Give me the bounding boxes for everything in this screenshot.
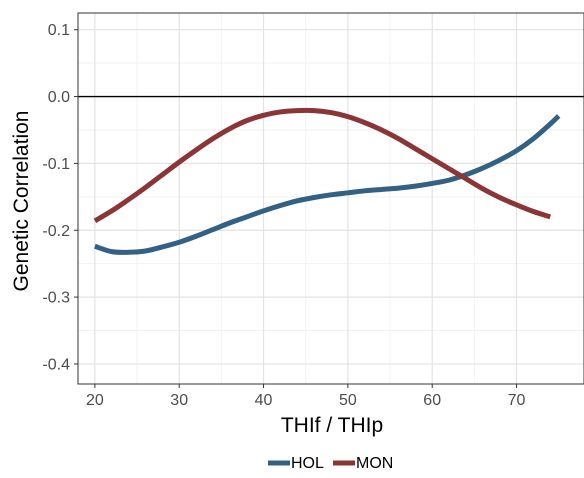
y-axis-ticks: 0.1 0.0 -0.1 -0.2 -0.3 -0.4: [42, 22, 78, 373]
grid-minor: [78, 13, 584, 384]
x-tick-label: 40: [255, 392, 273, 409]
x-tick-label: 70: [508, 392, 526, 409]
y-axis-title: Genetic Correlation: [10, 111, 33, 292]
x-tick-label: 20: [86, 392, 104, 409]
legend: HOL MON: [268, 455, 393, 472]
series-group: [93, 107, 561, 255]
y-tick-label: 0.1: [48, 22, 70, 39]
x-tick-label: 30: [170, 392, 188, 409]
y-tick-label: 0.0: [48, 89, 70, 106]
series-line-mon: [93, 107, 552, 224]
series-line-hol: [94, 114, 561, 255]
legend-label-mon: MON: [356, 455, 393, 472]
y-tick-label: -0.4: [42, 356, 70, 373]
x-tick-label: 60: [423, 392, 441, 409]
x-axis-ticks: 20 30 40 50 60 70: [86, 384, 526, 409]
y-tick-label: -0.1: [42, 156, 70, 173]
x-axis-title: THIf / THIp: [281, 414, 383, 437]
grid-major: [78, 13, 584, 384]
y-tick-label: -0.2: [42, 223, 70, 240]
legend-label-hol: HOL: [291, 455, 324, 472]
x-tick-label: 50: [339, 392, 357, 409]
panel-border: [77, 12, 584, 385]
y-tick-label: -0.3: [42, 290, 70, 307]
